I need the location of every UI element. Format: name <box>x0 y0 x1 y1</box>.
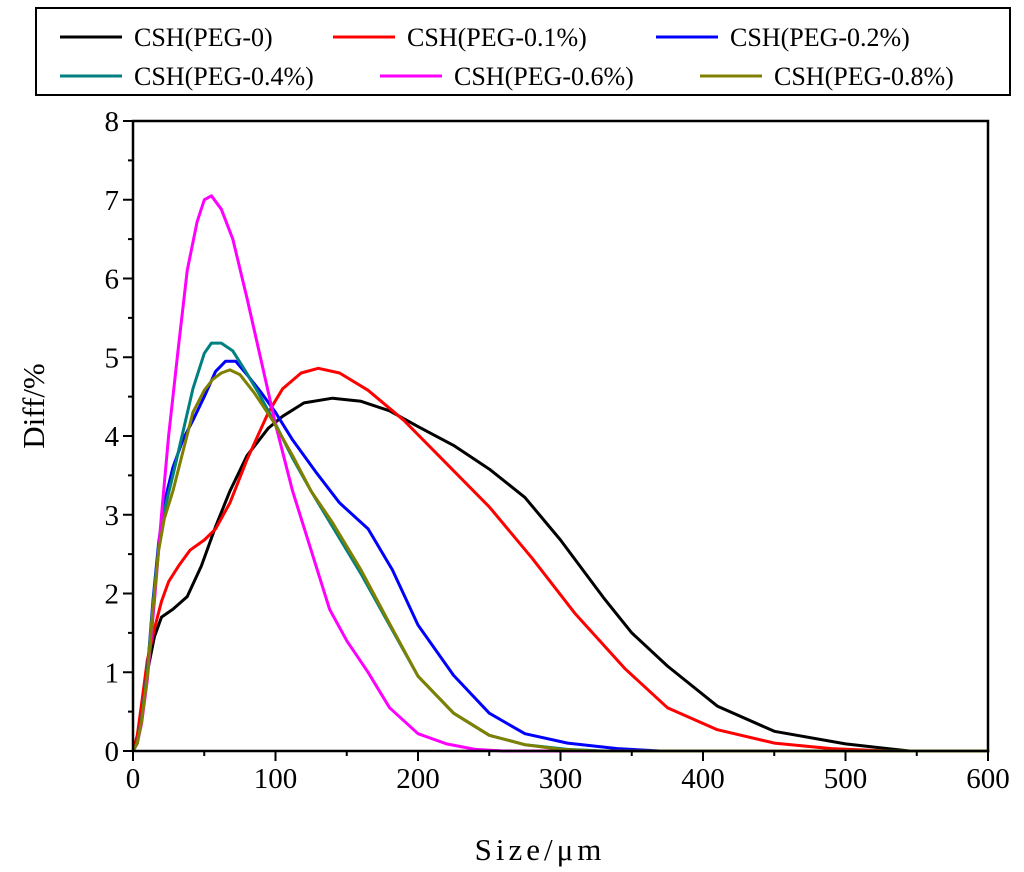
legend-label-0: CSH(PEG-0) <box>134 23 273 52</box>
y-tick-label: 6 <box>105 264 120 296</box>
legend-label-5: CSH(PEG-0.8%) <box>774 62 954 91</box>
x-tick-label: 400 <box>681 763 725 795</box>
series-line-1 <box>131 366 990 753</box>
x-tick-label: 0 <box>126 763 141 795</box>
x-axis-title: Size/μm <box>475 832 606 867</box>
legend: CSH(PEG-0) CSH(PEG-0.1%) CSH(PEG-0.2%) CSH(… <box>35 7 1011 96</box>
y-tick-label: 1 <box>105 657 120 689</box>
series-line-5 <box>131 368 990 753</box>
x-tick-label: 300 <box>539 763 583 795</box>
y-tick-label: 8 <box>105 106 120 138</box>
y-tick-label: 7 <box>105 185 120 217</box>
legend-label-4: CSH(PEG-0.6%) <box>454 62 634 91</box>
x-axis: 0 100 200 300 400 500 600 <box>126 751 1010 795</box>
y-tick-label: 5 <box>105 342 120 374</box>
x-tick-label: 500 <box>824 763 868 795</box>
legend-label-2: CSH(PEG-0.2%) <box>730 23 910 52</box>
plot-area <box>131 119 990 753</box>
y-tick-label: 3 <box>105 500 120 532</box>
x-tick-label: 200 <box>396 763 440 795</box>
x-tick-label: 600 <box>966 763 1010 795</box>
y-tick-label: 4 <box>105 421 120 453</box>
legend-label-3: CSH(PEG-0.4%) <box>134 62 314 91</box>
legend-label-1: CSH(PEG-0.1%) <box>407 23 587 52</box>
y-tick-label: 2 <box>105 579 120 611</box>
legend-box <box>35 7 1011 96</box>
y-axis-title: Diff/% <box>16 363 51 449</box>
series-line-0 <box>131 396 990 753</box>
y-tick-label: 0 <box>105 736 120 768</box>
y-axis: 0 1 2 3 4 5 6 7 8 <box>105 106 133 768</box>
x-tick-label: 100 <box>254 763 298 795</box>
